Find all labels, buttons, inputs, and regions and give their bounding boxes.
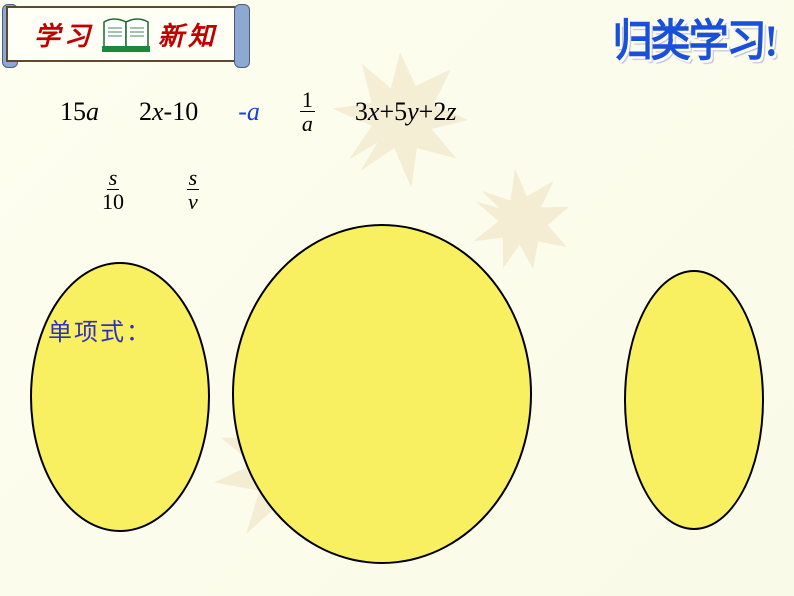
expr-neg-a: -a [238,97,260,127]
expr-1-over-a: 1a [300,88,315,135]
category-ellipse-1 [30,262,210,532]
page-title-art: 归类学习! [613,5,776,69]
expr-s-over-10: s10 [100,166,126,213]
book-icon [102,16,150,52]
expr-s-over-v: sv [186,166,200,213]
expression-row-1: 15a 2x-10 -a 1a 3x+5y+2z [60,88,456,135]
scroll-end-right [234,4,250,68]
banner-text-left: 学习 [34,16,94,53]
expression-row-2: s10 sv [100,166,200,213]
banner-text-right: 新知 [158,16,218,53]
expr-15a: 15a [60,97,99,127]
category-ellipse-3 [624,270,764,530]
expr-3x5y2z: 3x+5y+2z [355,97,457,127]
label-monomial: 单项式： [48,312,152,347]
category-ellipse-2 [232,224,532,564]
lesson-banner: 学习 新知 [6,6,246,62]
expr-2x-10: 2x-10 [139,97,198,127]
